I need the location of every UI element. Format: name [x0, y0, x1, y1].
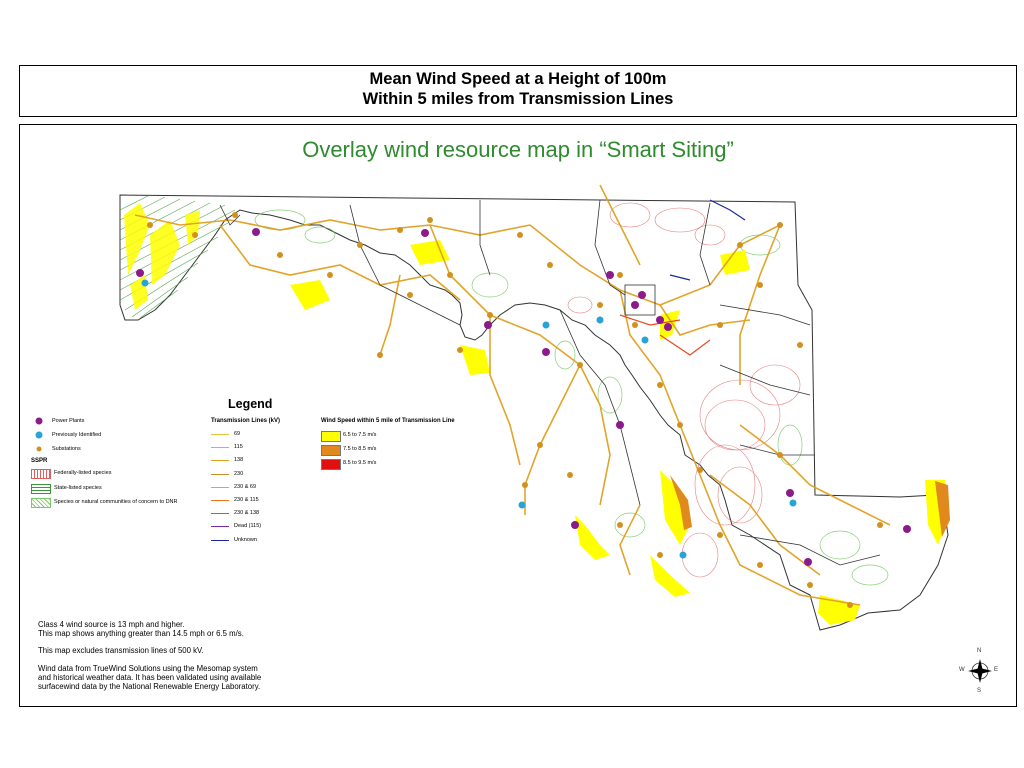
legend-substations-label: Substations	[52, 446, 81, 452]
dnr-species-swatch	[31, 498, 51, 508]
compass-east-label: E	[994, 667, 999, 673]
transmission-label-5: 230 & 69	[234, 483, 257, 490]
transmission-swatch-1	[211, 434, 229, 435]
transmission-red	[619, 314, 711, 356]
legend-title: Legend	[228, 397, 273, 411]
misc-green-species	[254, 209, 889, 586]
power-plants	[136, 228, 911, 566]
coastal-wind-areas	[290, 240, 950, 625]
transmission-label-1: 69	[234, 431, 241, 437]
title-box: Mean Wind Speed at a Height of 100m With…	[19, 65, 1017, 117]
previously-identified	[141, 279, 797, 559]
transmission-swatch-9	[211, 539, 229, 541]
note-line-2: This map shows anything greater than 14.…	[38, 629, 244, 639]
legend-wind-2-label: 7.5 to 8.5 m/s	[343, 446, 377, 452]
wind-swatch-1	[321, 431, 341, 442]
legend-wind-1-label: 6.5 to 7.5 m/s	[343, 432, 377, 438]
transmission-label-7: 230 & 138	[234, 510, 260, 517]
transmission-label-2: 115	[234, 444, 243, 451]
compass-south-label: S	[977, 688, 982, 694]
state-outline	[119, 194, 949, 631]
note-line-1: Class 4 wind source is 13 mph and higher…	[38, 620, 185, 629]
transmission-swatch-3	[211, 460, 229, 462]
compass-north-label: N	[977, 648, 982, 654]
note-line-6: surfacewind data by the National Renewab…	[38, 682, 261, 692]
map-title-line-2: Within 5 miles from Transmission Lines	[362, 90, 674, 108]
legend-wind-3-label: 8.5 to 9.5 m/s	[343, 460, 377, 466]
legend-transmission-title: Transmission Lines (kV)	[211, 418, 281, 424]
transmission-swatch-7	[211, 513, 229, 515]
power-plant-icon	[35, 417, 43, 425]
legend-previously-identified-label: Previously Identified	[52, 432, 102, 438]
legend-state-species-label: State-listed species	[54, 485, 102, 491]
transmission-label-8: Dead (115)	[234, 523, 262, 530]
note-line-4: Wind data from TrueWind Solutions using …	[38, 663, 258, 673]
state-species-swatch	[31, 484, 51, 494]
legend-wind-title: Wind Speed within 5 mile of Transmission…	[321, 418, 455, 424]
transmission-label-4: 230	[234, 470, 244, 477]
substation-icon	[36, 446, 42, 452]
transmission-label-3: 138	[234, 457, 244, 464]
previously-identified-icon	[35, 431, 43, 439]
map-notes: Class 4 wind source is 13 mph and higher…	[38, 620, 261, 691]
legend-dnr-species-label: Species or natural communities of concer…	[54, 499, 178, 505]
transmission-swatch-8	[211, 526, 229, 528]
transmission-label-9: Unknown	[234, 536, 257, 543]
map-subtitle: Overlay wind resource map in “Smart Siti…	[302, 137, 734, 162]
compass-rose	[968, 659, 992, 683]
transmission-swatch-5	[211, 486, 229, 488]
transmission-swatch-6	[211, 500, 229, 501]
transmission-swatch-4	[211, 473, 229, 475]
transmission-label-6: 230 & 115	[234, 497, 259, 503]
wind-swatch-3	[321, 459, 341, 470]
transmission-swatch-2	[211, 447, 229, 449]
transmission-blue	[669, 199, 746, 281]
map-panel: Overlay wind resource map in “Smart Siti…	[19, 124, 1017, 707]
legend-federal-species-label: Federally-listed species	[54, 470, 112, 476]
compass-west-label: W	[959, 667, 965, 673]
legend-sspr-label: SSPR	[31, 458, 48, 464]
substations	[147, 212, 883, 608]
note-line-3: This map excludes transmission lines of …	[38, 646, 204, 656]
wind-swatch-2	[321, 445, 341, 456]
federal-species-swatch	[31, 469, 51, 479]
map-title-line-1: Mean Wind Speed at a Height of 100m	[369, 70, 667, 88]
note-line-5: and historical weather data. It has been…	[38, 672, 262, 682]
legend-power-plants-label: Power Plants	[52, 418, 85, 424]
state-map	[119, 184, 992, 683]
